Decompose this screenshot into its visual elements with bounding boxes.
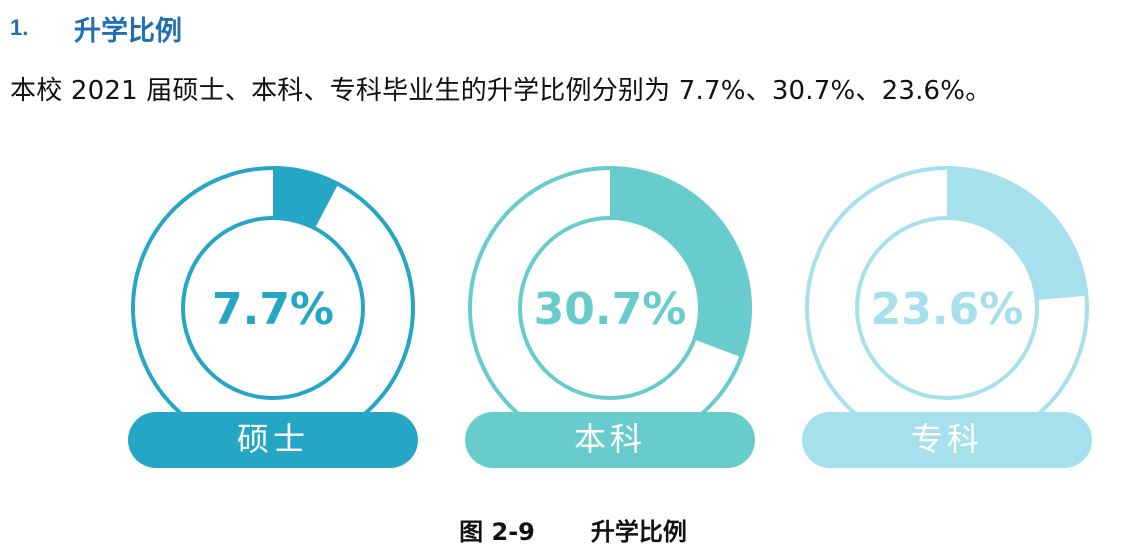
donut-charts: 7.7% 硕士 30.7% 本科 23.6% 专科 — [128, 166, 1092, 468]
category-pill — [128, 412, 418, 468]
section-heading: 1. 升学比例 — [10, 8, 182, 48]
donut-value-segment — [610, 168, 751, 358]
donut-value-label: 30.7% — [534, 284, 687, 335]
category-label: 专科 — [911, 420, 983, 458]
category-pill — [802, 412, 1092, 468]
category-label: 本科 — [574, 420, 646, 458]
donut-value-segment — [273, 168, 339, 229]
section-title: 升学比例 — [74, 15, 182, 47]
category-pill — [465, 412, 755, 468]
donut-value-label: 7.7% — [212, 284, 334, 335]
donut-value-label: 23.6% — [871, 284, 1024, 335]
section-number: 1. — [10, 15, 29, 40]
donut-3: 23.6% 专科 — [802, 166, 1092, 468]
donut-value-segment — [947, 168, 1087, 301]
summary-paragraph: 本校 2021 届硕士、本科、专科毕业生的升学比例分别为 7.7%、30.7%、… — [10, 76, 992, 106]
donut-2: 30.7% 本科 — [465, 166, 755, 468]
figure-number: 图 2-9 — [459, 518, 535, 546]
figure-title: 升学比例 — [590, 518, 687, 546]
category-label: 硕士 — [237, 420, 309, 458]
figure-caption: 图 2-9 升学比例 — [0, 512, 1146, 547]
donut-1: 7.7% 硕士 — [128, 166, 418, 468]
